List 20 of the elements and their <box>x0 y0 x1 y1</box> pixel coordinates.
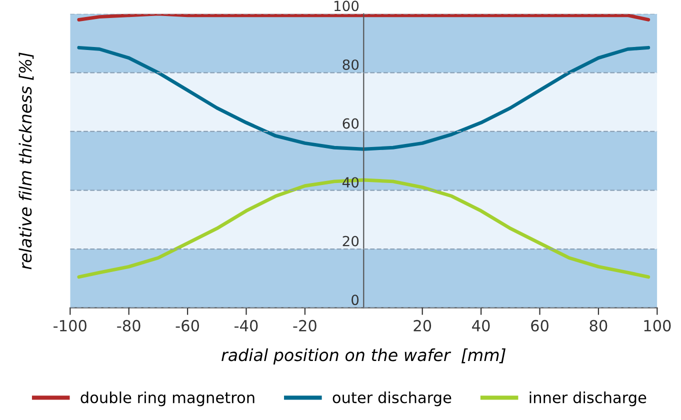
x-tick-label: -100 <box>54 320 86 332</box>
x-tick-label: 80 <box>590 320 608 332</box>
x-tick-label: -60 <box>176 320 200 332</box>
y-axis-title: relative film thickness [%] <box>18 52 34 270</box>
x-tick-label: 20 <box>414 320 432 332</box>
y-tick-label: 100 <box>334 0 359 12</box>
x-tick-label: -40 <box>234 320 258 332</box>
y-tick-label: 60 <box>342 118 359 129</box>
y-tick-label: 80 <box>342 59 359 70</box>
legend-label: outer discharge <box>332 391 452 406</box>
y-tick-label: 0 <box>352 294 359 306</box>
x-tick-label: -80 <box>117 320 140 332</box>
x-tick-label: 40 <box>472 320 490 332</box>
x-axis-title: radial position on the wafer [mm] <box>222 348 506 364</box>
x-tick-label: 60 <box>531 320 548 332</box>
x-tick-label: -20 <box>293 320 316 332</box>
legend-label: inner discharge <box>530 391 646 406</box>
y-tick-label: 20 <box>342 236 359 246</box>
x-tick-label: 100 <box>644 320 671 332</box>
legend-label: double ring magnetron <box>80 391 254 406</box>
